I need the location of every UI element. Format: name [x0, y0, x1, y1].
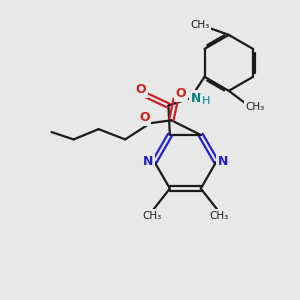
Text: O: O [176, 87, 186, 100]
Text: O: O [139, 111, 150, 124]
Text: CH₃: CH₃ [142, 211, 161, 220]
Text: CH₃: CH₃ [190, 20, 209, 30]
Text: O: O [136, 83, 146, 97]
Text: N: N [218, 155, 228, 168]
Text: H: H [202, 96, 210, 106]
Text: N: N [143, 155, 153, 168]
Text: CH₃: CH₃ [209, 211, 229, 220]
Text: CH₃: CH₃ [245, 102, 264, 112]
Text: N: N [190, 92, 201, 105]
